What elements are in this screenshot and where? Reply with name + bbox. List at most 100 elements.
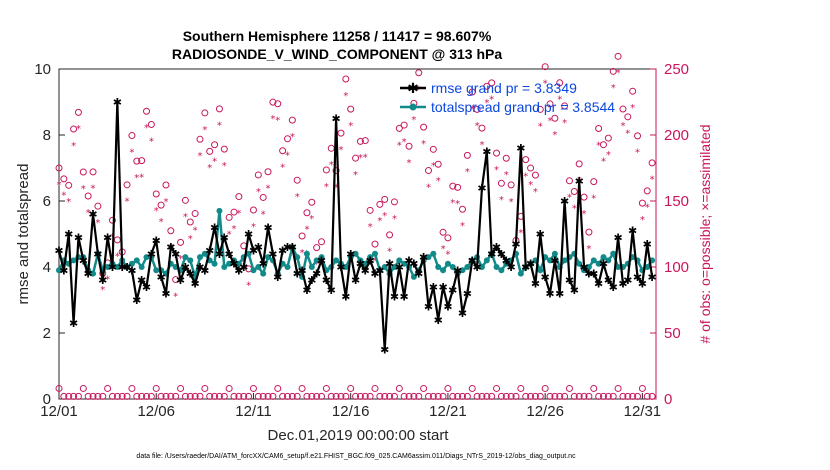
obs-assimilated-marker: * — [154, 206, 159, 217]
obs-low-marker — [201, 384, 209, 392]
rmse-point: ✱ — [361, 264, 370, 277]
obs-assimilated-marker: * — [81, 184, 86, 195]
y-tick-label: 2 — [43, 325, 51, 342]
obs-low-marker — [313, 392, 321, 400]
obs-assimilated-marker: * — [324, 182, 329, 193]
rmse-point: ✱ — [273, 271, 282, 284]
obs-low-marker — [473, 392, 481, 400]
totalspread-point — [430, 250, 437, 257]
obs-low-marker — [152, 384, 160, 392]
obs-assimilated-marker: * — [620, 121, 625, 132]
rmse-point: ✱ — [225, 248, 234, 261]
rmse-point: ✱ — [390, 291, 399, 304]
obs-possible-marker — [108, 216, 116, 224]
obs-possible-marker — [405, 142, 413, 150]
obs-assimilated-marker: * — [586, 244, 591, 255]
obs-assimilated-marker: * — [504, 170, 509, 181]
totalspread-point — [352, 250, 359, 257]
obs-possible-marker — [94, 202, 102, 210]
obs-possible-marker — [235, 193, 243, 201]
obs-possible-marker — [502, 154, 510, 162]
obs-assimilated-marker: * — [251, 222, 256, 233]
obs-assimilated-marker: * — [616, 68, 621, 79]
obs-assimilated-marker: * — [494, 165, 499, 176]
obs-possible-marker — [167, 227, 175, 235]
obs-low-marker — [527, 392, 535, 400]
obs-possible-marker — [561, 102, 569, 110]
obs-assimilated-marker: * — [582, 209, 587, 220]
obs-possible-marker — [614, 52, 622, 60]
obs-low-marker — [118, 392, 126, 400]
obs-assimilated-marker: * — [426, 182, 431, 193]
obs-possible-marker — [211, 141, 219, 149]
obs-assimilated-marker: * — [334, 182, 339, 193]
rmse-point: ✱ — [443, 301, 452, 314]
obs-assimilated-marker: * — [407, 158, 412, 169]
obs-low-marker — [356, 392, 364, 400]
obs-possible-marker — [478, 124, 486, 132]
rmse-point: ✱ — [307, 274, 316, 287]
y2-tick-label: 50 — [664, 325, 681, 342]
rmse-point: ✱ — [404, 254, 413, 267]
rmse-point: ✱ — [458, 307, 467, 320]
obs-possible-marker — [65, 181, 73, 189]
rmse-point: ✱ — [152, 235, 161, 248]
obs-possible-marker — [283, 135, 291, 143]
obs-possible-marker — [279, 147, 287, 155]
obs-possible-marker — [473, 105, 481, 113]
rmse-point: ✱ — [555, 287, 564, 300]
rmse-point: ✱ — [176, 274, 185, 287]
obs-assimilated-marker: * — [295, 192, 300, 203]
obs-assimilated-marker: * — [91, 184, 96, 195]
obs-low-marker — [531, 392, 539, 400]
y2-tick-label: 100 — [664, 259, 689, 276]
obs-assimilated-marker: * — [129, 147, 134, 158]
obs-possible-marker — [643, 187, 651, 195]
obs-assimilated-marker: * — [562, 118, 567, 129]
obs-assimilated-marker: * — [163, 197, 168, 208]
obs-assimilated-marker: * — [266, 184, 271, 195]
plot-area — [58, 68, 657, 400]
obs-low-marker — [459, 392, 467, 400]
obs-low-marker — [79, 384, 87, 392]
chart-subtitle: RADIOSONDE_V_WIND_COMPONENT @ 313 hPa — [172, 46, 502, 62]
rmse-point: ✱ — [618, 278, 627, 291]
obs-possible-marker — [162, 181, 170, 189]
obs-possible-marker — [157, 201, 165, 209]
obs-low-marker — [580, 392, 588, 400]
obs-assimilated-marker: * — [611, 83, 616, 94]
rmse-point: ✱ — [409, 258, 418, 271]
obs-low-marker — [274, 384, 282, 392]
obs-low-marker — [215, 392, 223, 400]
obs-assimilated-marker: * — [567, 193, 572, 204]
rmse-point: ✱ — [195, 261, 204, 274]
obs-assimilated-marker: * — [479, 140, 484, 151]
y2-axis-label: # of obs: o=possible; ×=assimilated — [697, 124, 713, 343]
x-tick-label: 12/06 — [137, 403, 175, 420]
totalspread-point — [600, 254, 607, 261]
obs-possible-marker — [444, 234, 452, 242]
rmse-point: ✱ — [317, 254, 326, 267]
obs-assimilated-marker: * — [382, 211, 387, 222]
obs-low-marker — [575, 392, 583, 400]
obs-assimilated-marker: * — [533, 187, 538, 198]
obs-low-marker — [322, 384, 330, 392]
obs-low-marker — [65, 392, 73, 400]
rmse-point: ✱ — [293, 268, 302, 281]
totalspread-point — [284, 264, 291, 270]
totalspread-point — [133, 257, 140, 264]
y-tick-label: 10 — [34, 61, 51, 78]
obs-low-marker — [536, 392, 544, 400]
rmse-point: ✱ — [477, 182, 486, 195]
rmse-point: ✱ — [482, 146, 491, 159]
rmse-point: ✱ — [59, 264, 68, 277]
rmse-point: ✱ — [438, 281, 447, 294]
rmse-point: ✱ — [380, 344, 389, 357]
obs-low-marker — [254, 392, 262, 400]
obs-low-marker — [609, 392, 617, 400]
rmse-point: ✱ — [541, 271, 550, 284]
obs-low-marker — [405, 392, 413, 400]
obs-low-marker — [570, 392, 578, 400]
obs-possible-marker — [79, 168, 87, 176]
rmse-point: ✱ — [472, 261, 481, 274]
